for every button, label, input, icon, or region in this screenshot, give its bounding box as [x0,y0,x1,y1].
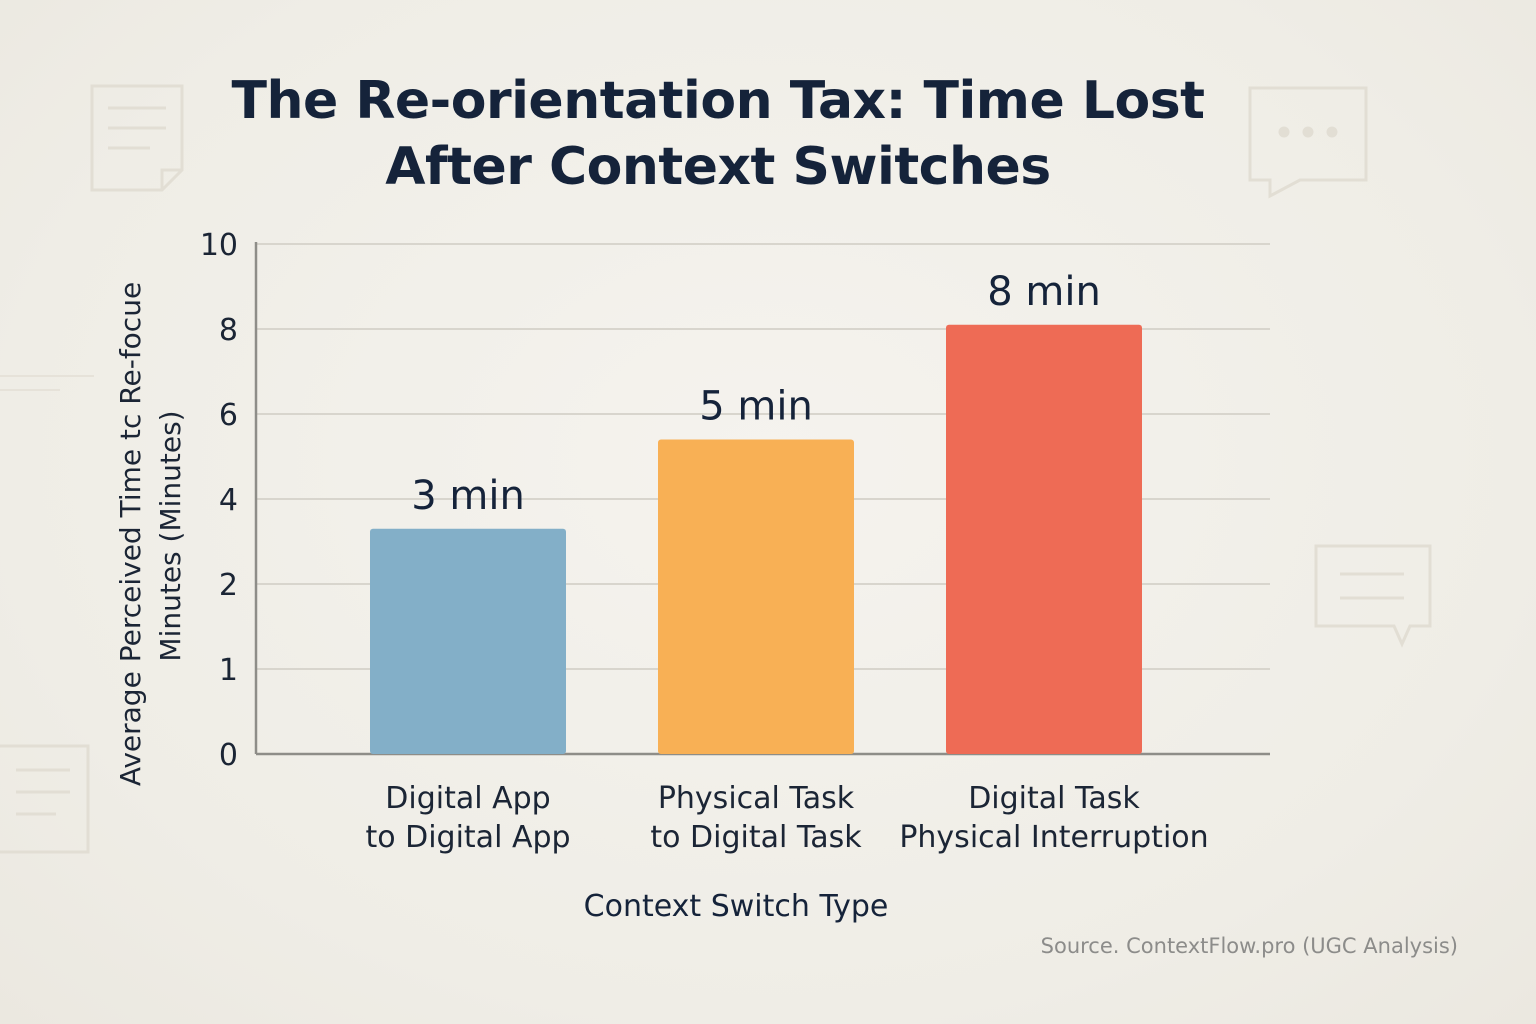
y-tick-label: 1 [219,653,238,688]
y-tick-label: 6 [219,398,238,433]
bar-value-label: 8 min [987,269,1101,315]
chart-title-line-2: After Context Switches [385,137,1051,197]
x-category-label: Physical Interruption [899,820,1208,855]
y-tick-label: 8 [219,313,238,348]
y-tick-label: 0 [219,738,238,773]
note-icon [0,744,90,854]
y-axis-title-line-2: Minutes (Minutes) [154,410,187,661]
bar [946,324,1142,754]
bar [658,439,854,754]
source-note: Source. ContextFlow.pro (UGC Analysis) [1040,934,1458,958]
x-category-label: to Digital Task [650,820,862,855]
y-tick-label: 2 [219,568,238,603]
x-category-label: to Digital App [365,820,570,855]
x-category-label: Digital Task [968,781,1140,816]
bar-value-label: 3 min [411,473,525,519]
document-icon [90,84,184,192]
bar [370,528,566,754]
message-icon [1314,544,1432,648]
x-category-label: Digital App [385,781,550,816]
y-tick-label: 4 [219,483,238,518]
x-axis-title: Context Switch Type [584,889,889,924]
x-category-label: Physical Task [658,781,855,816]
chat-bubble-icon [1248,86,1368,199]
bar-value-label: 5 min [699,384,813,430]
chart-title-line-1: The Re-orientation Tax: Time Lost [231,71,1205,131]
y-axis-title-line-1: Average Perceived Time tc Re-focue [114,282,147,786]
chart-title: The Re-orientation Tax: Time Lost After … [0,68,1436,200]
y-tick-label: 10 [200,228,238,263]
decorative-lines [0,375,94,391]
